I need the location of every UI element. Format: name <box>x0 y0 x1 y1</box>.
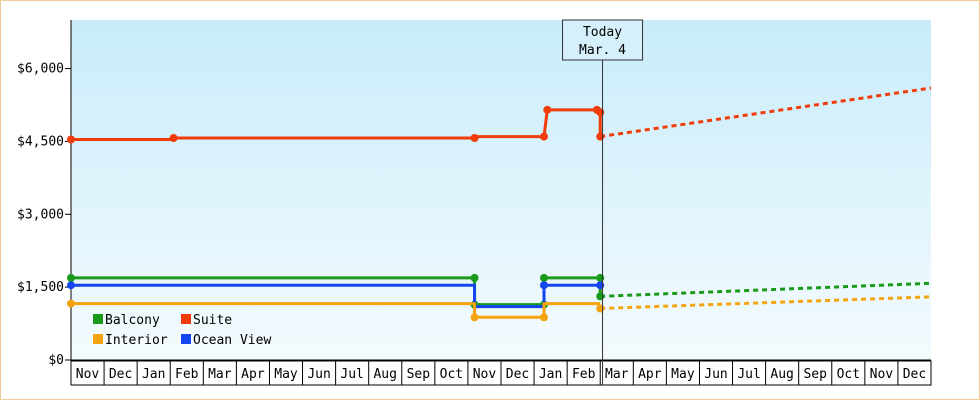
x-tick-label: Oct <box>837 367 860 382</box>
data-point <box>470 134 479 143</box>
y-tick-label: $1,500 <box>17 280 64 295</box>
legend-label: Interior <box>105 333 168 348</box>
data-point <box>540 132 548 141</box>
x-tick-label: Apr <box>638 367 662 382</box>
today-box <box>562 19 644 61</box>
x-tick-label: Apr <box>241 367 265 382</box>
x-tick-label: Jul <box>340 367 363 382</box>
legend-label: Ocean View <box>193 333 271 348</box>
forecast-line <box>600 295 932 311</box>
legend-swatch <box>181 334 191 344</box>
y-tick-label: $4,500 <box>17 134 64 149</box>
data-point <box>540 281 548 290</box>
x-tick-label: Jul <box>737 367 760 382</box>
x-tick-label: Feb <box>175 367 199 382</box>
x-tick-label: Nov <box>473 367 497 382</box>
series-line <box>71 283 601 309</box>
legend-swatch <box>93 334 103 344</box>
x-tick-label: Dec <box>109 367 132 382</box>
x-tick-label: Jan <box>539 367 562 382</box>
x-tick-label: Mar <box>208 367 232 382</box>
legend-label: Balcony <box>105 313 160 328</box>
legend-swatch <box>181 314 191 324</box>
data-point <box>67 299 75 308</box>
x-tick-label: Mar <box>605 367 629 382</box>
legend-swatch <box>93 314 103 324</box>
y-tick-label: $6,000 <box>17 62 64 77</box>
y-tick-label: $0 <box>48 353 64 368</box>
x-tick-label: Nov <box>870 367 894 382</box>
data-point <box>470 273 479 282</box>
x-tick-label: Dec <box>903 367 926 382</box>
data-point <box>543 105 552 114</box>
data-point <box>540 273 548 282</box>
forecast-line <box>600 281 932 298</box>
y-tick-label: $3,000 <box>17 207 64 222</box>
legend-label: Suite <box>193 313 232 328</box>
x-tick-label: Sep <box>803 367 827 382</box>
x-tick-label: Aug <box>770 367 793 382</box>
series-suite <box>67 86 932 144</box>
series-ocean-view <box>67 281 605 309</box>
plot-background <box>71 20 931 360</box>
x-tick-label: May <box>274 367 298 382</box>
data-point <box>67 273 75 282</box>
x-tick-label: Jun <box>704 367 727 382</box>
x-tick-label: Sep <box>407 367 431 382</box>
x-tick-label: Feb <box>572 367 596 382</box>
data-point <box>169 134 178 143</box>
series-line <box>71 302 601 319</box>
x-tick-label: Dec <box>506 367 529 382</box>
x-tick-label: Jan <box>142 367 165 382</box>
data-point <box>67 135 75 144</box>
x-tick-label: Oct <box>440 367 463 382</box>
x-tick-label: Jun <box>307 367 330 382</box>
x-tick-label: Aug <box>373 367 396 382</box>
data-point <box>67 281 75 290</box>
x-tick-label: May <box>671 367 695 382</box>
today-date: Mar. 4 <box>579 43 626 58</box>
x-tick-label: Nov <box>76 367 100 382</box>
forecast-line <box>600 86 932 139</box>
data-point <box>470 313 479 322</box>
data-point <box>540 313 548 322</box>
today-label: Today <box>583 25 622 40</box>
